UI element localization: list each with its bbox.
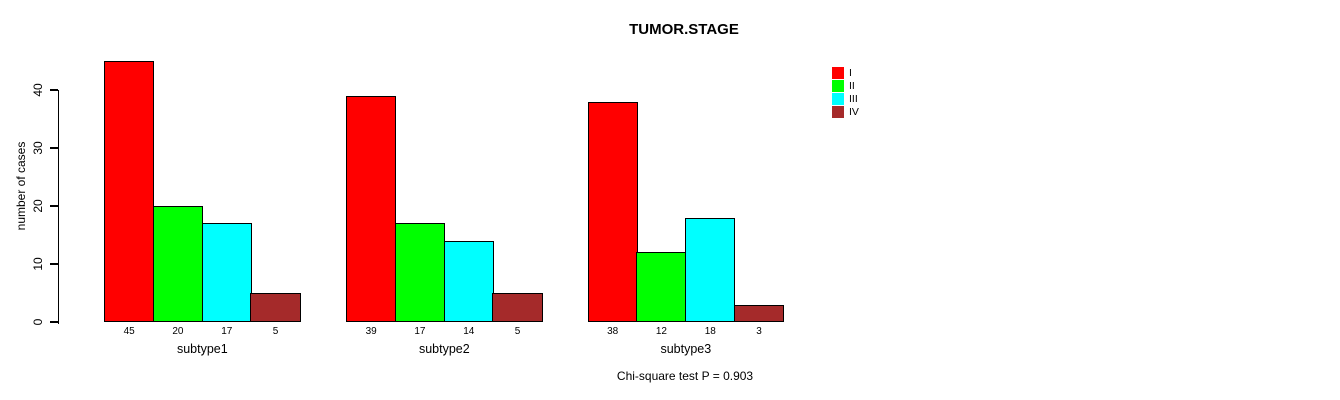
chi-square-annotation: Chi-square test P = 0.903	[616, 369, 754, 383]
y-axis-tick-label: 40	[31, 83, 45, 97]
bar-value-label: 3	[756, 326, 762, 337]
bar-subtype1-stage-I	[104, 61, 155, 322]
bar-value-label: 17	[414, 326, 426, 337]
bar-value-label: 45	[123, 326, 135, 337]
x-category-label: subtype3	[660, 342, 712, 356]
y-axis-tick	[50, 147, 58, 149]
bar-subtype2-stage-II	[394, 223, 446, 322]
bar-subtype3-stage-I	[587, 101, 638, 322]
y-axis-tick-label: 10	[31, 257, 45, 271]
x-category-label: subtype1	[176, 342, 228, 356]
bar-value-label: 5	[272, 326, 279, 337]
x-category-label: subtype2	[418, 342, 470, 356]
bar-subtype1-stage-II	[152, 206, 204, 322]
legend-swatch-I	[832, 66, 844, 79]
legend-label-IV: IV	[849, 106, 859, 119]
chart-title: TUMOR.STAGE	[629, 21, 739, 38]
bar-subtype3-stage-II	[636, 252, 687, 322]
legend-label-III: III	[849, 93, 858, 106]
bar-subtype2-stage-III	[443, 240, 494, 322]
bar-value-label: 18	[704, 326, 716, 337]
bar-subtype2-stage-IV	[492, 293, 543, 322]
bar-value-label: 14	[463, 326, 475, 337]
legend-label-I: I	[849, 66, 852, 79]
y-axis-tick-label: 20	[31, 199, 45, 213]
bar-subtype2-stage-I	[346, 95, 397, 322]
bar-subtype3-stage-III	[685, 217, 736, 322]
bar-value-label: 20	[172, 326, 184, 337]
bar-subtype3-stage-IV	[733, 304, 785, 322]
y-axis-tick	[50, 205, 58, 207]
bar-subtype1-stage-IV	[250, 293, 301, 322]
y-axis-tick	[50, 89, 58, 91]
y-axis-tick-label: 30	[31, 141, 45, 155]
legend-swatch-III	[832, 93, 844, 106]
y-axis-label: number of cases	[14, 141, 28, 231]
y-axis-tick	[50, 321, 58, 323]
y-axis-line	[57, 90, 59, 324]
bar-subtype1-stage-III	[201, 223, 252, 322]
y-axis-tick-label: 0	[31, 318, 45, 326]
bar-value-label: 17	[221, 326, 233, 337]
legend-label-II: II	[849, 79, 855, 92]
y-axis-tick	[50, 263, 58, 265]
bar-value-label: 5	[514, 326, 521, 337]
legend-swatch-II	[832, 79, 844, 92]
bar-value-label: 39	[365, 326, 377, 337]
legend-swatch-IV	[832, 106, 844, 119]
bar-value-label: 38	[607, 326, 619, 337]
bar-value-label: 12	[655, 326, 667, 337]
